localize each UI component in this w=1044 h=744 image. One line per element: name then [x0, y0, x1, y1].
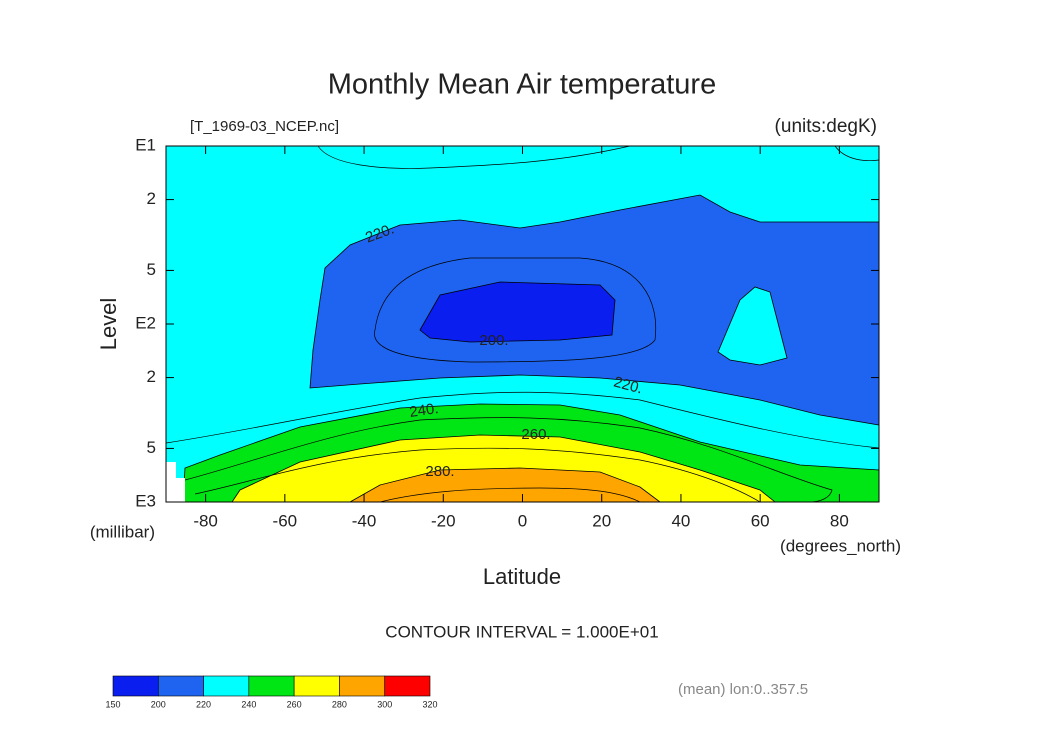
- colorbar-label: 260: [287, 699, 302, 709]
- x-tick-label: -80: [193, 511, 218, 530]
- subtitle: [T_1969-03_NCEP.nc]: [190, 118, 339, 135]
- x-tick-label: 80: [830, 511, 849, 530]
- x-tick-label: -60: [273, 511, 298, 530]
- colorbar-label: 240: [241, 699, 256, 709]
- colorbar-label: 280: [332, 699, 347, 709]
- colorbar-swatch: [384, 675, 431, 697]
- y-tick-label: 2: [147, 189, 156, 208]
- contour-interval: CONTOUR INTERVAL = 1.000E+01: [385, 622, 658, 641]
- colorbar-swatch: [157, 675, 204, 697]
- colorbar-swatch: [203, 675, 250, 697]
- y-tick-label: E1: [135, 135, 156, 154]
- contour-label: 200.: [479, 332, 508, 349]
- colorbar-swatch: [293, 675, 340, 697]
- contour-line: [317, 145, 631, 169]
- chart-title: Monthly Mean Air temperature: [328, 69, 716, 101]
- colorbar-swatch: [112, 675, 159, 697]
- x-tick-label: 20: [592, 511, 611, 530]
- y-tick-label: E2: [135, 313, 156, 332]
- colorbar-label: 300: [377, 699, 392, 709]
- y-tick-label: E3: [135, 491, 156, 510]
- y-axis-label: Level: [96, 298, 121, 351]
- y-tick-label: 5: [147, 438, 156, 457]
- colorbar-label: 200: [151, 699, 166, 709]
- contour-region: [419, 281, 616, 343]
- note: (mean) lon:0..357.5: [678, 681, 808, 698]
- y-unit: (millibar): [90, 522, 155, 541]
- contour-line: [184, 417, 833, 503]
- colorbar-label: 150: [105, 699, 120, 709]
- colorbar-label: 320: [422, 699, 437, 709]
- colorbar-swatch: [339, 675, 386, 697]
- x-tick-label: 60: [751, 511, 770, 530]
- contour-label: 280.: [425, 463, 454, 480]
- x-tick-label: 0: [518, 511, 527, 530]
- x-tick-label: -20: [431, 511, 456, 530]
- contour-line: [379, 487, 641, 503]
- x-tick-label: 40: [671, 511, 690, 530]
- contour-region: [717, 286, 788, 366]
- contour-line: [165, 391, 880, 449]
- units: (units:degK): [775, 116, 877, 137]
- contour-line: [374, 257, 657, 363]
- colorbar-label: 220: [196, 699, 211, 709]
- contour-line: [194, 447, 761, 503]
- x-tick-label: -40: [352, 511, 377, 530]
- contour-label: 240.: [408, 400, 439, 421]
- y-tick-label: 5: [147, 260, 156, 279]
- colorbar-swatch: [248, 675, 295, 697]
- contour-label: 220.: [612, 373, 645, 397]
- y-tick-label: 2: [147, 367, 156, 386]
- x-unit: (degrees_north): [780, 536, 901, 555]
- contour-label: 260.: [521, 426, 550, 443]
- contour-line: [834, 145, 880, 161]
- missing-data: [166, 462, 185, 502]
- x-axis-label: Latitude: [483, 564, 561, 589]
